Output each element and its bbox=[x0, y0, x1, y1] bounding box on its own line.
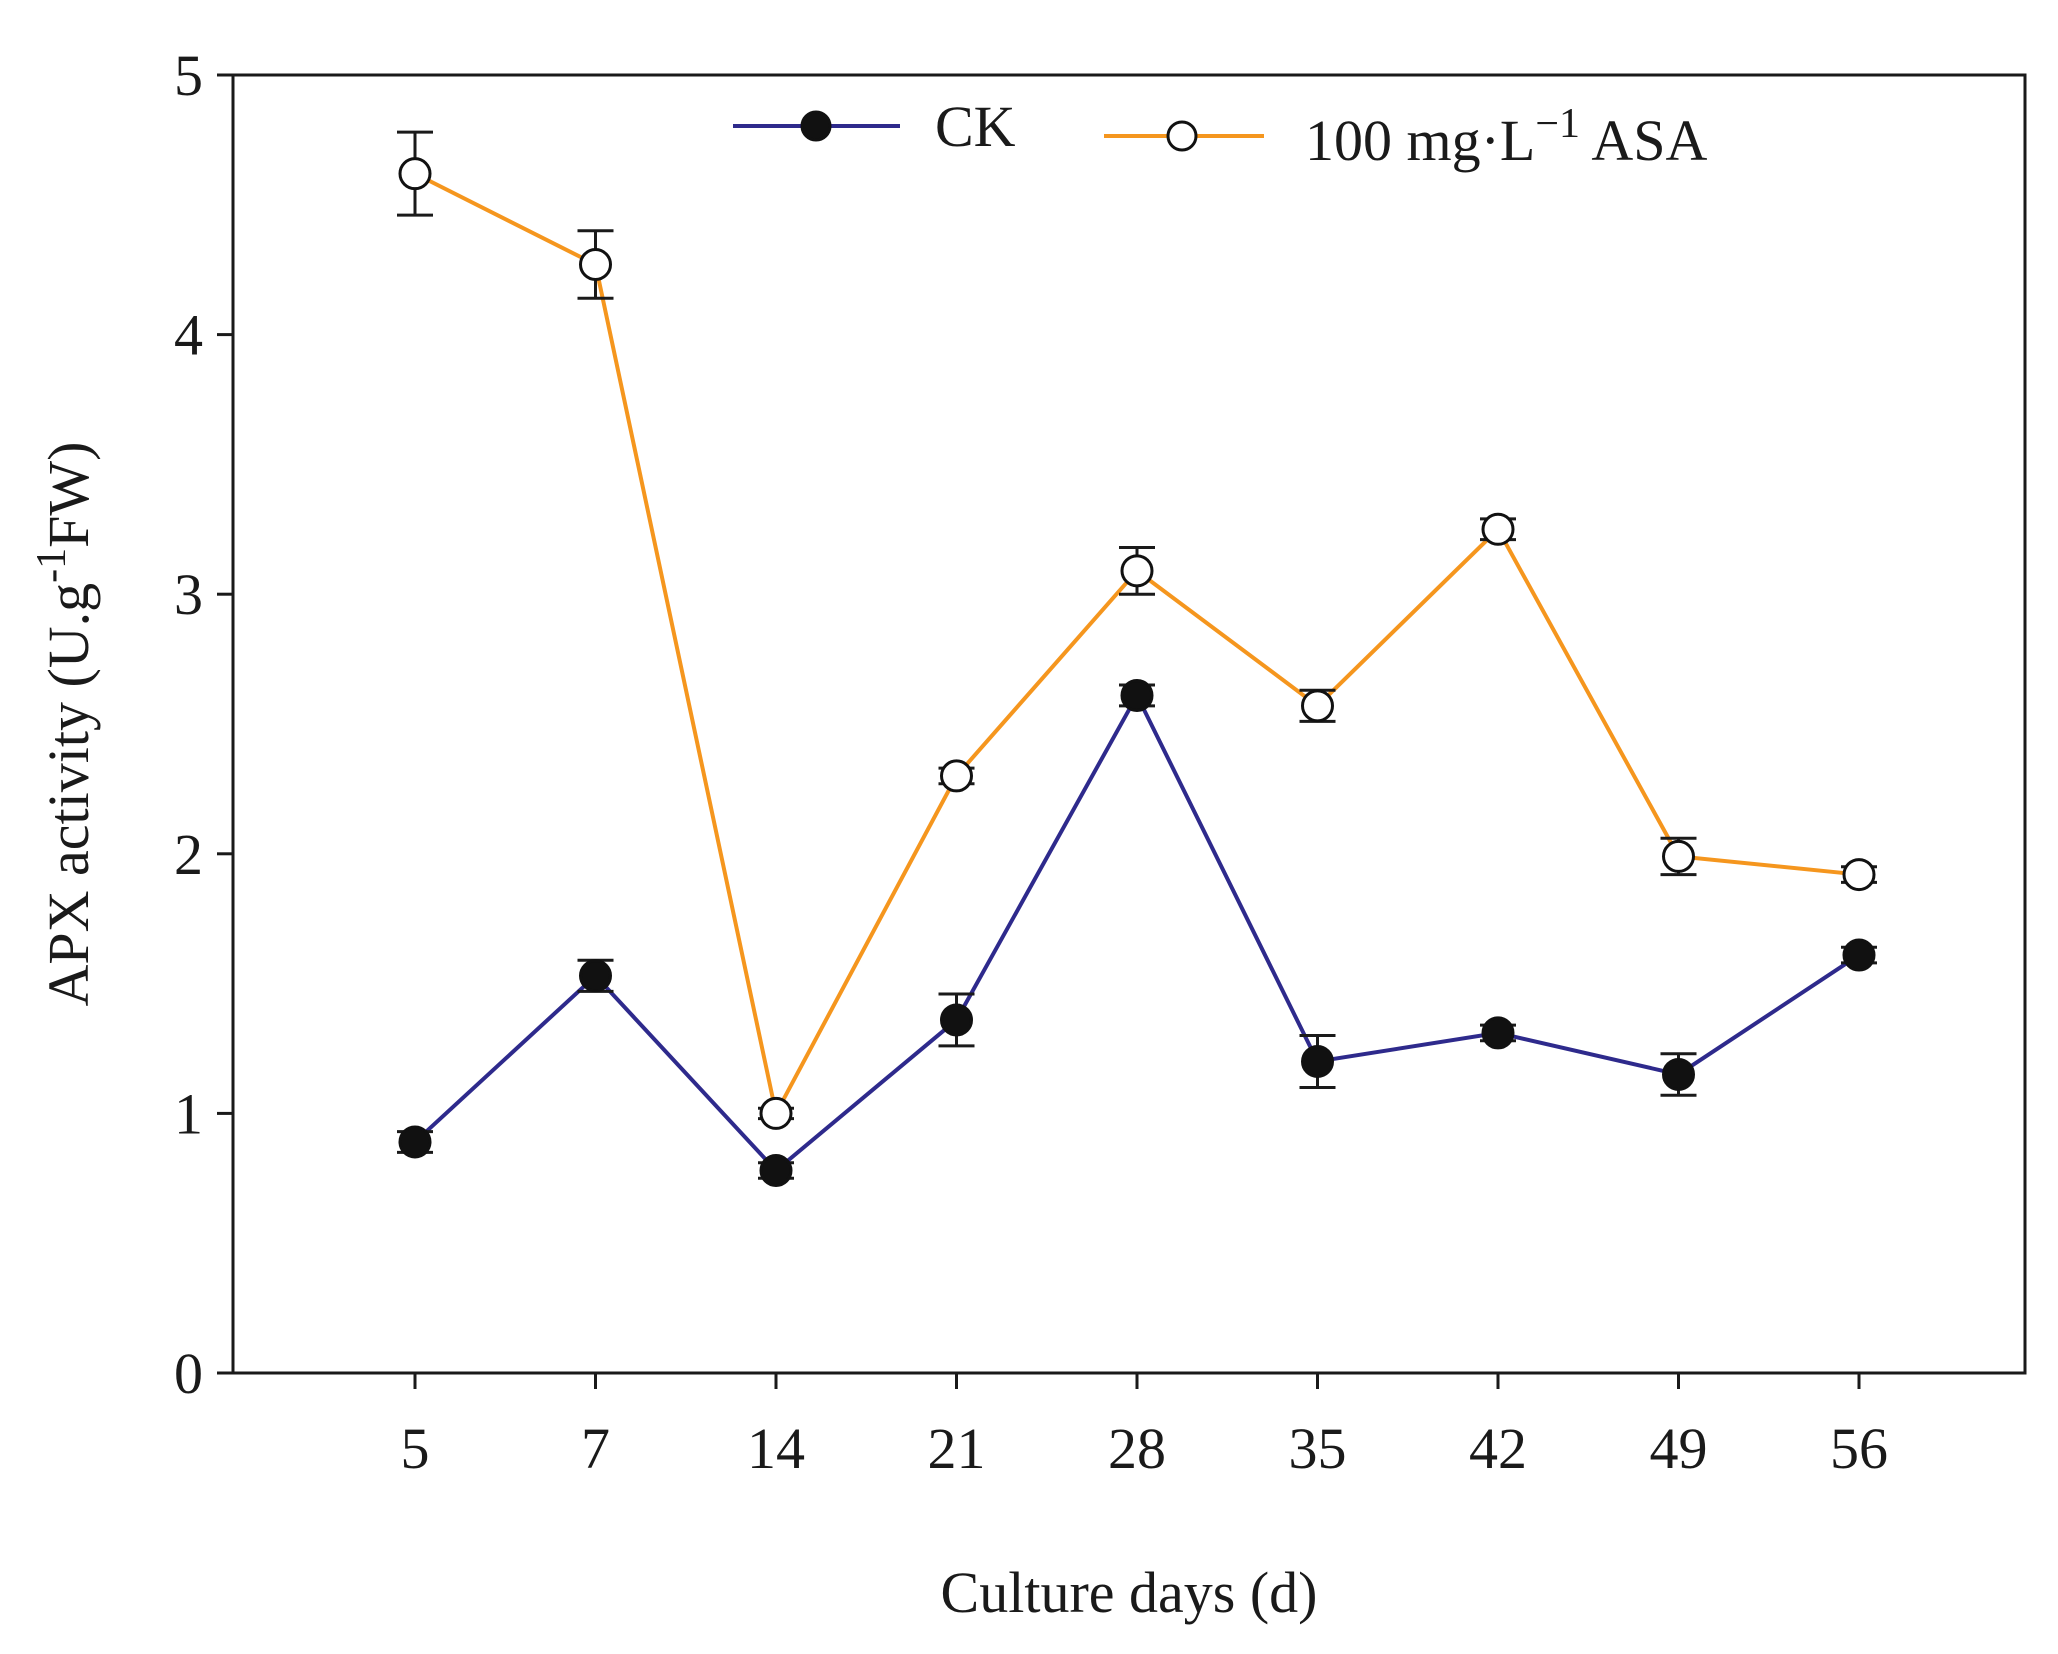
x-tick-label: 35 bbox=[1289, 1416, 1347, 1481]
data-point bbox=[398, 1125, 432, 1159]
data-point bbox=[1120, 678, 1154, 712]
legend: CK 100 mg·L−1 ASA bbox=[733, 94, 1707, 173]
y-tick-label: 1 bbox=[174, 1081, 203, 1146]
y-tick-label: 3 bbox=[174, 562, 203, 627]
series-layer bbox=[397, 130, 1877, 1188]
data-point bbox=[1662, 1057, 1695, 1091]
x-tick-label: 49 bbox=[1650, 1416, 1708, 1481]
data-point bbox=[398, 157, 432, 191]
data-point bbox=[759, 1096, 793, 1130]
y-tick-label: 4 bbox=[174, 303, 203, 368]
series-line bbox=[413, 691, 1861, 1174]
x-tick-label: 56 bbox=[1830, 1416, 1888, 1481]
data-point bbox=[1842, 858, 1876, 892]
x-axis-label: Culture days (d) bbox=[941, 1560, 1318, 1625]
y-tick-label: 2 bbox=[174, 822, 203, 887]
series-asa bbox=[397, 130, 1877, 1130]
legend-asa-label-main: 100 mg·L bbox=[1305, 108, 1535, 173]
legend-asa-label-suffix: ASA bbox=[1580, 108, 1707, 173]
series-ck bbox=[397, 678, 1877, 1188]
data-point bbox=[1481, 1016, 1515, 1050]
x-tick-label: 14 bbox=[747, 1416, 805, 1481]
y-axis-label-unit: FW) bbox=[36, 442, 101, 548]
legend-ck-label: CK bbox=[935, 94, 1016, 159]
data-point bbox=[1301, 689, 1334, 723]
x-tick-label: 5 bbox=[401, 1416, 430, 1481]
data-point bbox=[1301, 1044, 1334, 1078]
data-point bbox=[759, 1154, 793, 1188]
data-point bbox=[579, 248, 612, 282]
series-line bbox=[414, 171, 1860, 1120]
data-point bbox=[1842, 938, 1876, 972]
legend-asa-marker bbox=[1166, 120, 1198, 152]
y-tick-label: 0 bbox=[174, 1341, 203, 1406]
y-axis-label-main: APX activity (U.g bbox=[36, 583, 101, 1007]
data-point bbox=[940, 759, 973, 793]
y-axis-label: APX activity (U.g-1FW) bbox=[29, 442, 101, 1007]
y-tick-label: 5 bbox=[174, 43, 203, 108]
y-axis: 0 1 2 3 4 5 bbox=[174, 43, 233, 1406]
legend-asa-label-sup: −1 bbox=[1535, 101, 1580, 147]
data-point bbox=[1481, 512, 1515, 546]
x-tick-label: 42 bbox=[1469, 1416, 1527, 1481]
y-axis-label-sup: -1 bbox=[29, 548, 75, 583]
data-point bbox=[940, 1003, 973, 1037]
data-point bbox=[1662, 839, 1695, 873]
x-axis: 5 7 14 21 28 35 42 49 56 bbox=[401, 1373, 1888, 1481]
legend-asa-label: 100 mg·L−1 ASA bbox=[1305, 101, 1707, 173]
data-point bbox=[1120, 554, 1154, 588]
legend-ck-marker bbox=[800, 110, 832, 142]
data-point bbox=[579, 959, 612, 993]
plot-frame bbox=[231, 73, 2027, 1375]
x-tick-label: 28 bbox=[1108, 1416, 1166, 1481]
x-tick-label: 7 bbox=[581, 1416, 610, 1481]
x-tick-label: 21 bbox=[928, 1416, 986, 1481]
